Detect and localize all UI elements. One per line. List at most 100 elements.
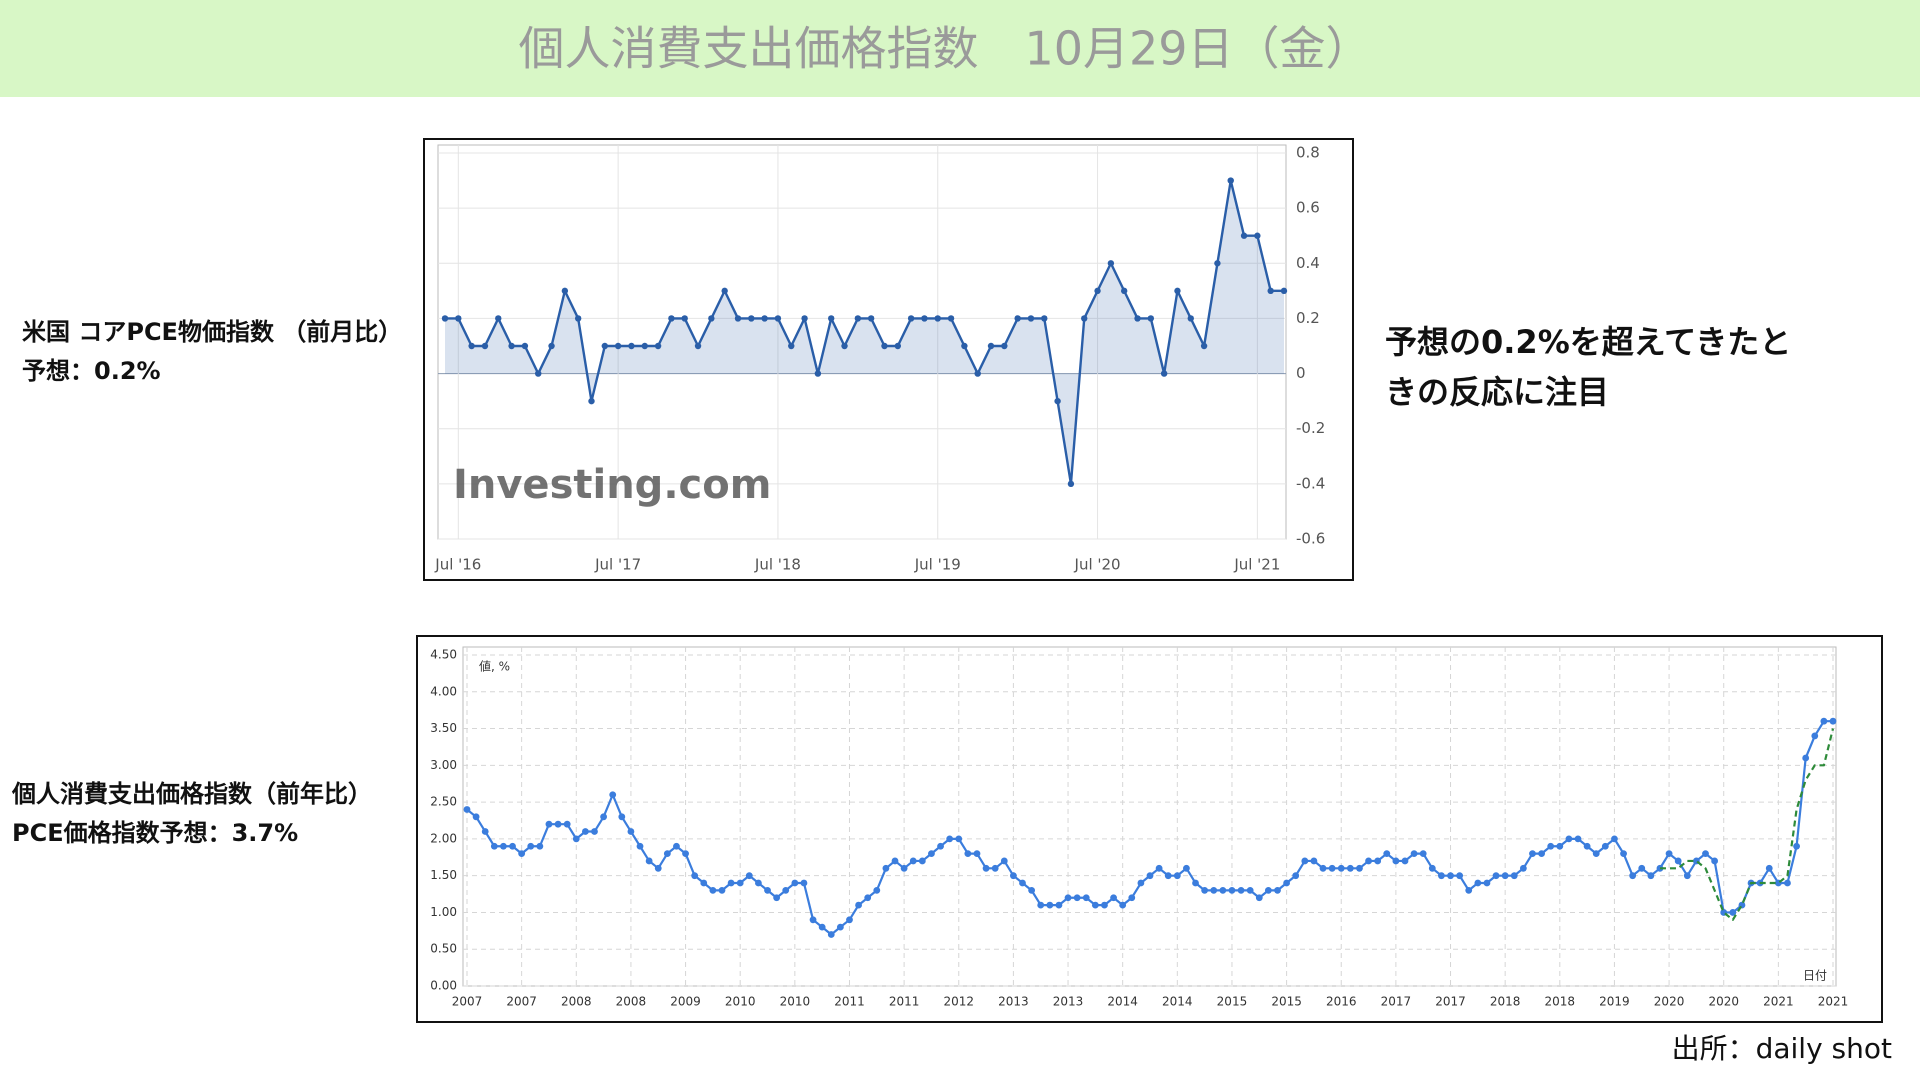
- point: [947, 315, 955, 322]
- point: [481, 828, 489, 835]
- point: [1765, 864, 1773, 872]
- point: [918, 857, 926, 865]
- point: [572, 835, 580, 843]
- point: [982, 864, 990, 872]
- point: [636, 842, 644, 850]
- point: [1200, 342, 1208, 350]
- x-tick-label: Jul '17: [594, 556, 641, 574]
- point: [814, 370, 822, 377]
- point: [490, 842, 498, 850]
- point: [1054, 397, 1061, 405]
- x-tick-label: 2014: [1162, 995, 1193, 1009]
- point: [1137, 879, 1145, 887]
- point: [761, 315, 768, 322]
- point: [1201, 886, 1209, 894]
- point: [1064, 894, 1072, 902]
- point: [1134, 315, 1141, 322]
- y-tick-label: 3.00: [430, 758, 457, 772]
- point: [1101, 901, 1108, 909]
- point: [891, 857, 899, 865]
- point: [563, 820, 571, 828]
- point: [1001, 342, 1008, 350]
- point: [818, 923, 826, 931]
- point: [1319, 864, 1327, 872]
- point: [1784, 879, 1791, 887]
- x-tick-label: 2021: [1763, 995, 1794, 1009]
- point: [1438, 872, 1445, 880]
- point: [495, 315, 502, 322]
- point: [1474, 879, 1482, 887]
- point: [628, 342, 635, 350]
- point: [1447, 872, 1454, 880]
- point: [521, 342, 529, 350]
- slide-title: 個人消費支出価格指数 10月29日（金）: [518, 22, 1371, 76]
- point: [881, 342, 888, 350]
- point: [1529, 850, 1536, 857]
- point: [1081, 315, 1088, 322]
- point: [1674, 857, 1682, 865]
- point: [1346, 864, 1354, 872]
- point: [788, 342, 795, 350]
- point: [809, 916, 817, 924]
- x-tick-label: 2007: [506, 995, 537, 1009]
- point: [548, 342, 555, 350]
- x-tick-label: 2018: [1490, 995, 1521, 1009]
- y-tick-label: -0.6: [1296, 530, 1325, 548]
- y-tick-label: 1.50: [430, 868, 457, 882]
- point: [1565, 835, 1573, 843]
- y-tick-label: 0.6: [1296, 199, 1320, 217]
- point: [1538, 850, 1545, 857]
- point: [907, 315, 915, 322]
- note: きの反応に注目: [1385, 373, 1609, 411]
- label: 個人消費支出価格指数（前年比）: [11, 780, 372, 808]
- point: [1356, 864, 1363, 872]
- point: [1000, 857, 1008, 865]
- point: [1365, 857, 1372, 865]
- point: [500, 842, 507, 850]
- point: [1073, 894, 1081, 902]
- y-tick-label: 3.50: [430, 721, 457, 735]
- point: [554, 820, 562, 828]
- point: [828, 315, 835, 322]
- point: [1665, 850, 1673, 857]
- point: [1147, 315, 1155, 322]
- label: PCE価格指数予想：3.7%: [12, 819, 298, 847]
- point: [718, 886, 726, 894]
- point: [774, 315, 782, 322]
- point: [527, 842, 535, 850]
- point: [921, 315, 928, 322]
- series-line: [1659, 728, 1835, 921]
- title-bar: [0, 0, 1920, 97]
- point: [1592, 850, 1600, 857]
- point: [1556, 842, 1564, 850]
- point: [748, 315, 755, 322]
- point: [1647, 872, 1655, 880]
- point: [727, 879, 735, 887]
- x-tick-label: 2013: [1053, 995, 1084, 1009]
- point: [468, 342, 475, 350]
- point: [673, 842, 680, 850]
- point: [581, 828, 589, 835]
- y-tick-label: -0.2: [1296, 419, 1325, 437]
- point: [654, 342, 662, 350]
- point: [545, 820, 553, 828]
- point: [1793, 842, 1800, 850]
- point: [1428, 864, 1436, 872]
- point: [791, 879, 799, 887]
- series-line: [445, 179, 1284, 486]
- point: [1301, 857, 1309, 865]
- point: [734, 315, 742, 322]
- point: [745, 872, 753, 880]
- x-tick-label: Jul '19: [914, 556, 961, 574]
- point: [974, 370, 981, 377]
- x-tick-label: 2015: [1271, 995, 1302, 1009]
- point: [588, 397, 595, 405]
- point: [508, 342, 515, 350]
- point: [1173, 872, 1181, 880]
- point: [1091, 901, 1099, 909]
- point: [1280, 287, 1288, 295]
- point: [1255, 894, 1263, 902]
- point: [463, 806, 471, 813]
- x-tick-label: 2015: [1217, 995, 1248, 1009]
- point: [801, 315, 808, 322]
